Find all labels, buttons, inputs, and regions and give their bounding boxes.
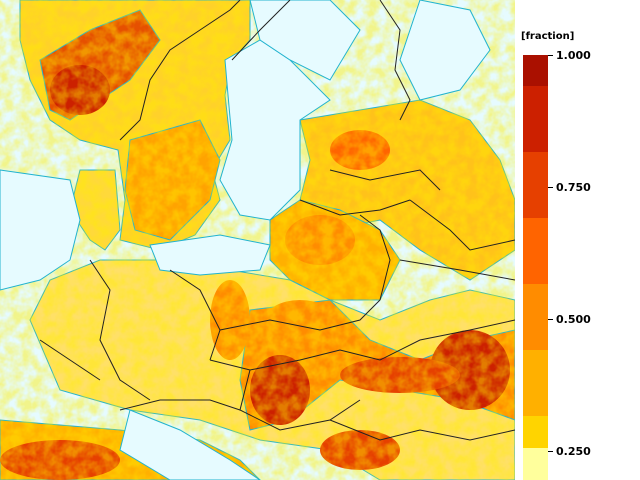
map-panel (0, 0, 515, 480)
legend-bin-7 (523, 416, 548, 448)
border-norway-sweden (119, 0, 241, 141)
border-hungary (239, 369, 361, 431)
adriatic-sea (119, 409, 261, 480)
border-austria (119, 399, 241, 411)
border-sweden-finland (231, 0, 291, 61)
legend-bin-6 (523, 350, 548, 416)
legend-tick-mark (548, 319, 553, 320)
legend-title: [fraction] (521, 31, 575, 42)
border-poland-west (169, 269, 221, 361)
border-baltic-states (329, 169, 441, 191)
legend-bin-5 (523, 284, 548, 350)
legend-tick-mark (548, 187, 553, 188)
border-balkan (329, 419, 515, 441)
border-romania (379, 319, 515, 361)
legend-tick-label: 0.750 (556, 181, 591, 194)
border-poland-east (359, 214, 391, 301)
border-germany (89, 259, 151, 401)
gulf-of-bothnia (249, 0, 361, 81)
baltic-lower (149, 234, 271, 276)
legend-tick-label: 1.000 (556, 49, 591, 62)
border-belarus (409, 199, 515, 251)
legend-tick-mark (548, 451, 553, 452)
border-lithuania (299, 199, 411, 216)
border-poland-south (219, 299, 381, 331)
north-sea (0, 169, 81, 291)
border-denmark-sweden (39, 339, 101, 381)
legend-bin-1 (523, 55, 548, 86)
border-ukraine (399, 259, 515, 281)
legend-bin-8 (523, 448, 548, 480)
legend-bin-4 (523, 218, 548, 284)
legend-tick-mark (548, 55, 553, 56)
national-borders (39, 0, 515, 441)
legend-bin-3 (523, 152, 548, 218)
fraction-map (0, 0, 515, 480)
legend-tick-label: 0.500 (556, 313, 591, 326)
white-sea (399, 0, 491, 101)
color-legend: [fraction] 1.000 0.750 0.500 0.250 (515, 0, 640, 480)
legend-color-bar (523, 55, 548, 480)
sea-areas (0, 0, 491, 480)
border-finland-russia (379, 0, 411, 121)
legend-bin-2 (523, 86, 548, 152)
border-czech-slovak (209, 349, 381, 371)
legend-tick-label: 0.250 (556, 445, 591, 458)
